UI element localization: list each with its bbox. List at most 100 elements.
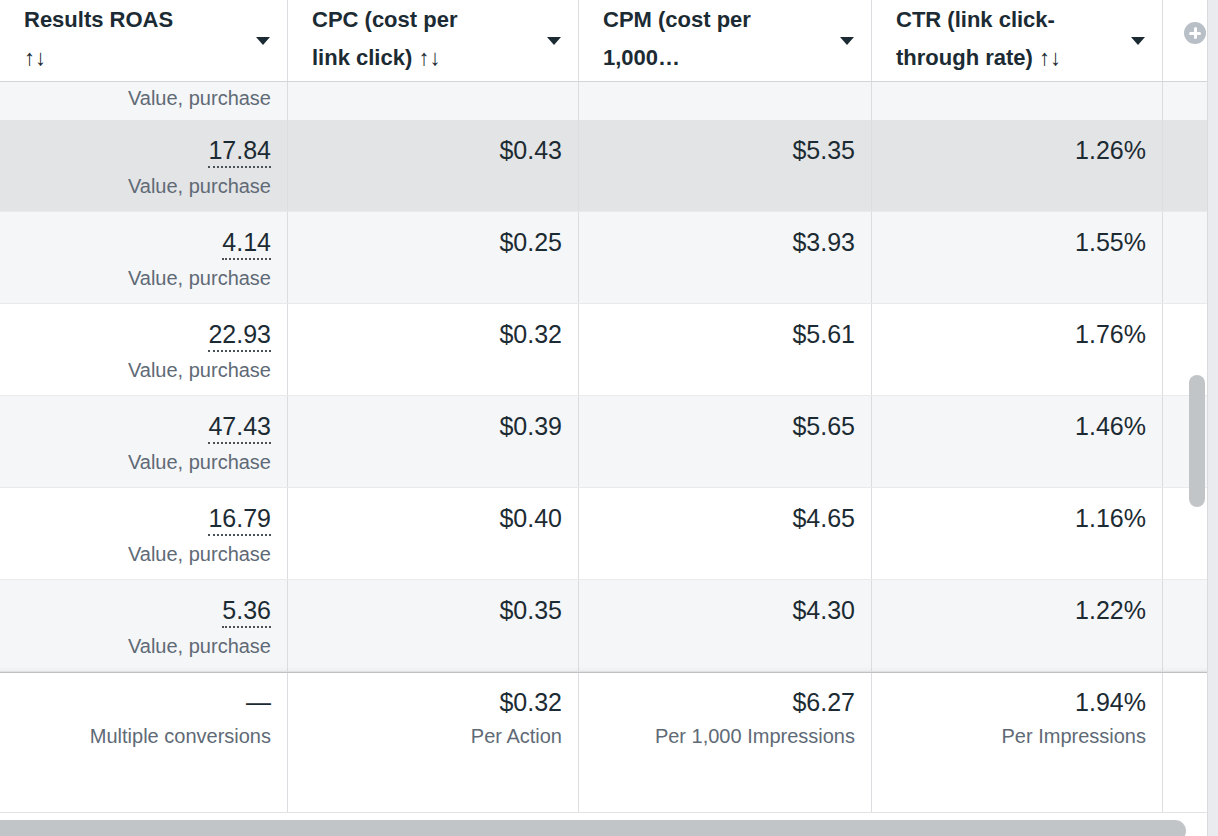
roas-value-link[interactable]: 5.36: [222, 597, 271, 628]
roas-summary-value: —: [0, 689, 271, 715]
cpm-cell: $3.93: [579, 212, 872, 303]
spacer-cell: [1163, 212, 1207, 303]
right-gutter: [1207, 0, 1218, 836]
cpc-value: $0.43: [288, 137, 562, 163]
roas-value-link[interactable]: 16.79: [208, 505, 271, 536]
cpm-cell: $5.61: [579, 304, 872, 395]
roas-value-link[interactable]: 17.84: [208, 137, 271, 168]
cpm-value: $4.65: [579, 505, 855, 531]
roas-attribution-label: Value, purchase: [0, 358, 271, 382]
summary-row: — Multiple conversions $0.32 Per Action …: [0, 672, 1207, 813]
ctr-cell: 1.16%: [872, 488, 1163, 579]
ctr-value: 1.55%: [872, 229, 1146, 255]
cpm-summary-label: Per 1,000 Impressions: [579, 724, 855, 748]
column-header-add: [1163, 0, 1207, 81]
cpc-value: $0.35: [288, 597, 562, 623]
column-header-ctr[interactable]: CTR (link click- through rate) ↑↓: [872, 0, 1163, 81]
add-column-plus-icon[interactable]: [1184, 22, 1206, 44]
cpc-value: $0.40: [288, 505, 562, 531]
cpc-cell: $0.43: [288, 120, 579, 211]
cpc-summary-cell: $0.32 Per Action: [288, 673, 579, 812]
cpc-summary-value: $0.32: [288, 689, 562, 715]
cpm-cell: [579, 82, 872, 120]
roas-cell: 17.84 Value, purchase: [0, 120, 288, 211]
vertical-scrollbar-thumb[interactable]: [1189, 375, 1205, 507]
column-header-label: CTR (link click- through rate) ↑↓: [872, 0, 1162, 77]
roas-value-link[interactable]: 22.93: [208, 321, 271, 352]
cpc-cell: $0.32: [288, 304, 579, 395]
cpm-value: $4.30: [579, 597, 855, 623]
roas-attribution-label: Value, purchase: [0, 450, 271, 474]
ctr-value: 1.46%: [872, 413, 1146, 439]
roas-attribution-label: Value, purchase: [0, 86, 271, 110]
roas-attribution-label: Value, purchase: [0, 634, 271, 658]
roas-cell: 4.14 Value, purchase: [0, 212, 288, 303]
roas-cell: Value, purchase: [0, 82, 288, 120]
roas-value-link[interactable]: 4.14: [222, 229, 271, 260]
column-header-label: CPC (cost per link click) ↑↓: [288, 0, 578, 77]
column-menu-caret-icon[interactable]: [1131, 37, 1145, 45]
ctr-summary-cell: 1.94% Per Impressions: [872, 673, 1163, 812]
cpm-value: $5.61: [579, 321, 855, 347]
column-header-results-roas[interactable]: Results ROAS ↑↓: [0, 0, 288, 81]
table-row-partial[interactable]: Value, purchase: [0, 82, 1207, 120]
cpm-summary-value: $6.27: [579, 689, 855, 715]
spacer-cell: [1163, 580, 1207, 671]
cpm-cell: $4.65: [579, 488, 872, 579]
column-header-label: Results ROAS ↑↓: [0, 0, 287, 77]
ctr-value: 1.22%: [872, 597, 1146, 623]
ctr-summary-value: 1.94%: [872, 689, 1146, 715]
ctr-cell: 1.76%: [872, 304, 1163, 395]
table-row[interactable]: 4.14 Value, purchase $0.25 $3.93 1.55%: [0, 212, 1207, 304]
table-row[interactable]: 47.43 Value, purchase $0.39 $5.65 1.46%: [0, 396, 1207, 488]
column-menu-caret-icon[interactable]: [840, 37, 854, 45]
ctr-value: 1.26%: [872, 137, 1146, 163]
ctr-cell: 1.22%: [872, 580, 1163, 671]
roas-summary-cell: — Multiple conversions: [0, 673, 288, 812]
cpc-value: $0.32: [288, 321, 562, 347]
cpc-value: $0.25: [288, 229, 562, 255]
spacer-cell: [1163, 120, 1207, 211]
cpm-cell: $5.65: [579, 396, 872, 487]
cpc-cell: $0.39: [288, 396, 579, 487]
cpm-cell: $4.30: [579, 580, 872, 671]
cpm-value: $3.93: [579, 229, 855, 255]
roas-cell: 22.93 Value, purchase: [0, 304, 288, 395]
column-menu-caret-icon[interactable]: [547, 37, 561, 45]
table-row[interactable]: 5.36 Value, purchase $0.35 $4.30 1.22%: [0, 580, 1207, 672]
ctr-cell: 1.46%: [872, 396, 1163, 487]
table-row[interactable]: 22.93 Value, purchase $0.32 $5.61 1.76%: [0, 304, 1207, 396]
ads-manager-metrics-table: Results ROAS ↑↓ CPC (cost per link click…: [0, 0, 1218, 836]
column-menu-caret-icon[interactable]: [256, 37, 270, 45]
spacer-cell: [1163, 673, 1207, 812]
horizontal-scrollbar-thumb[interactable]: [0, 820, 1186, 836]
column-header-cpc[interactable]: CPC (cost per link click) ↑↓: [288, 0, 579, 81]
ctr-cell: 1.55%: [872, 212, 1163, 303]
column-header-label: CPM (cost per 1,000…: [579, 0, 871, 77]
cpm-cell: $5.35: [579, 120, 872, 211]
cpm-summary-cell: $6.27 Per 1,000 Impressions: [579, 673, 872, 812]
roas-attribution-label: Value, purchase: [0, 266, 271, 290]
cpc-cell: [288, 82, 579, 120]
table-header-row: Results ROAS ↑↓ CPC (cost per link click…: [0, 0, 1207, 82]
roas-cell: 5.36 Value, purchase: [0, 580, 288, 671]
ctr-cell: [872, 82, 1163, 120]
metrics-table: Results ROAS ↑↓ CPC (cost per link click…: [0, 0, 1207, 813]
roas-summary-label: Multiple conversions: [0, 724, 271, 748]
ctr-value: 1.16%: [872, 505, 1146, 531]
spacer-cell: [1163, 82, 1207, 120]
roas-attribution-label: Value, purchase: [0, 174, 271, 198]
ctr-summary-label: Per Impressions: [872, 724, 1146, 748]
column-header-cpm[interactable]: CPM (cost per 1,000…: [579, 0, 872, 81]
cpm-value: $5.35: [579, 137, 855, 163]
roas-cell: 47.43 Value, purchase: [0, 396, 288, 487]
table-row[interactable]: 17.84 Value, purchase $0.43 $5.35 1.26%: [0, 120, 1207, 212]
table-row[interactable]: 16.79 Value, purchase $0.40 $4.65 1.16%: [0, 488, 1207, 580]
cpc-value: $0.39: [288, 413, 562, 439]
roas-value-link[interactable]: 47.43: [208, 413, 271, 444]
ctr-cell: 1.26%: [872, 120, 1163, 211]
roas-attribution-label: Value, purchase: [0, 542, 271, 566]
roas-cell: 16.79 Value, purchase: [0, 488, 288, 579]
cpm-value: $5.65: [579, 413, 855, 439]
cpc-cell: $0.40: [288, 488, 579, 579]
